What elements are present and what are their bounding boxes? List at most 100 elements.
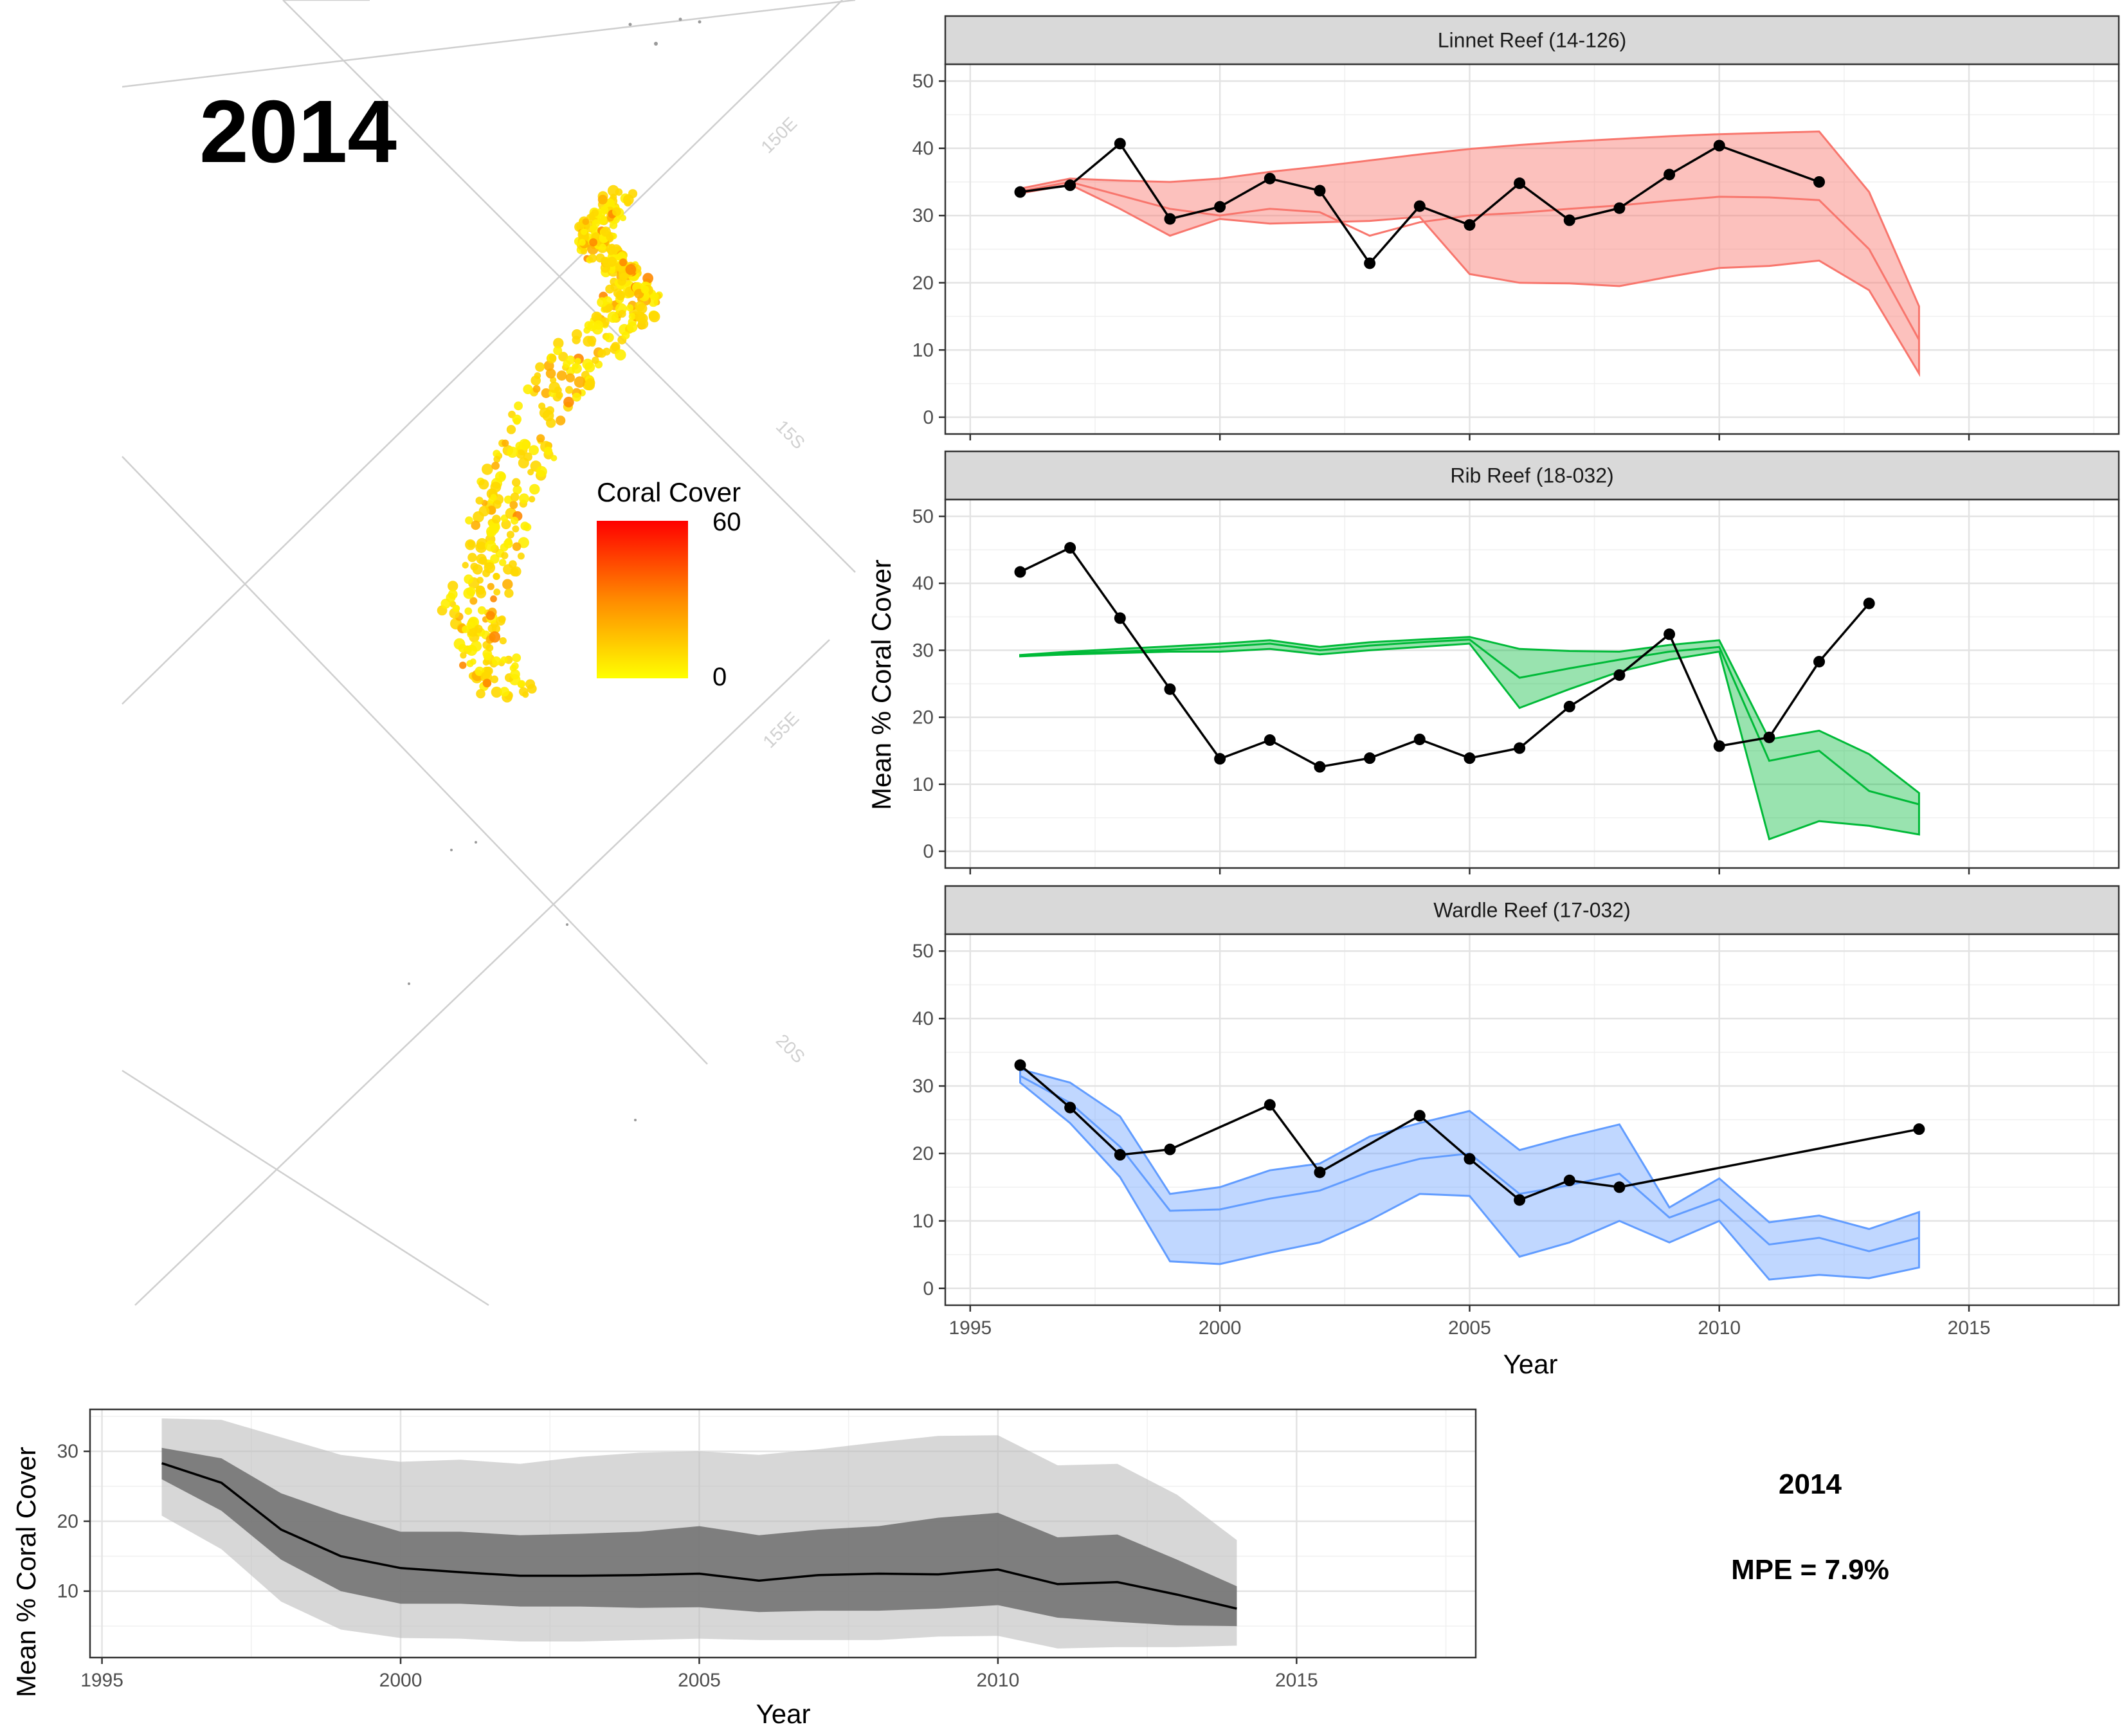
observed-point [1664,628,1676,640]
observed-point [1563,214,1575,226]
reef-point [619,258,628,267]
observed-point [1314,1166,1326,1179]
reef-point [490,675,499,683]
reef-point [471,520,480,530]
observed-point [1514,742,1526,754]
observed-point [1713,140,1725,152]
x-tick-label: 2015 [1275,1670,1318,1691]
facet-border [944,498,2120,869]
reef-point [496,616,505,626]
reef-point [492,514,501,524]
prediction-band [1019,1067,1920,1281]
reef-point [512,542,521,551]
reef-point [493,449,501,458]
reef-point [477,606,486,615]
observed-point [1214,753,1226,765]
reef-point [543,446,553,456]
reef-point [622,194,634,206]
y-tick-label: 20 [57,1511,78,1532]
x-tick-label: 2010 [1698,1317,1741,1339]
observed-point [1413,200,1426,212]
reef-point [459,662,467,669]
reef-point [485,540,496,552]
reef-point [500,543,509,552]
overall-summary-chart: 10 20 30 1995 2000 2005 2010 2015 [57,1408,1477,1691]
y-tick-label: 0 [923,841,934,862]
reef-point [452,604,460,612]
observed-point [1014,1059,1026,1071]
reef-point [608,267,616,274]
reef-point [565,386,574,394]
observed-point [1114,612,1126,624]
y-tick-label: 10 [57,1581,78,1602]
reef-point [482,678,492,688]
reef-point [585,378,595,388]
reef-point [470,563,478,571]
summary-mpe: MPE = 7.9% [1731,1554,1889,1586]
reef-point [510,493,520,502]
observed-point [1563,1174,1575,1186]
observed-point [1064,179,1076,192]
observed-point [1464,219,1476,231]
reef-point [615,188,623,196]
reef-point [519,687,529,696]
reef-point [518,457,529,469]
x-tick-label: 2000 [1199,1317,1242,1339]
map-gridline [122,1069,489,1307]
legend-max-label: 60 [712,508,741,536]
reef-point [626,321,638,333]
reef-point [499,559,507,566]
reef-point [599,243,606,251]
reef-point [500,656,508,664]
y-tick-label: 30 [912,640,934,661]
y-tick-label: 10 [912,1211,934,1232]
x-tick-label: 1995 [948,1317,992,1339]
reef-point [546,418,556,428]
reef-point [490,595,497,602]
reef-point [485,611,495,620]
reef-point [574,376,586,388]
reef-point [467,540,475,548]
reef-point [592,356,599,364]
reef-point [509,500,518,509]
reef-point [476,543,484,550]
reef-point [500,687,509,697]
reef-point [538,402,546,410]
facet-strip [944,15,2120,66]
reef-point [466,644,478,656]
observed-point [1413,1110,1426,1122]
observed-point [1464,752,1476,764]
reef-point [476,585,485,595]
y-tick-label: 20 [912,1143,934,1164]
reef-point [503,564,514,575]
reef-point [640,285,649,294]
island-specks [408,17,702,1121]
reef-point [498,472,506,480]
reef-point [606,257,617,267]
reef-point [512,478,521,487]
reef-point [466,586,476,597]
summary-year: 2014 [1779,1469,1842,1500]
reef-point [493,573,500,581]
reef-point [504,588,514,598]
reef-point [541,388,551,399]
observed-point [1613,669,1626,681]
observed-point [1514,177,1526,190]
reef-point [517,552,525,560]
reef-point [609,221,618,230]
y-tick-label: 30 [912,205,934,226]
reef-point [628,312,636,320]
observed-line [1019,1064,1919,1202]
reef-point [469,658,476,665]
observed-line [1019,546,1871,768]
reef-point [493,500,502,509]
reef-point [462,561,469,569]
map-label-20s: 20S [772,1030,809,1067]
reef-point [622,331,630,339]
reef-point [619,214,627,222]
facet-title: Linnet Reef (14-126) [1438,29,1627,52]
reef-point [549,381,560,393]
facet-border [944,933,2120,1307]
reef-point [506,424,516,435]
reef-point [612,207,621,217]
